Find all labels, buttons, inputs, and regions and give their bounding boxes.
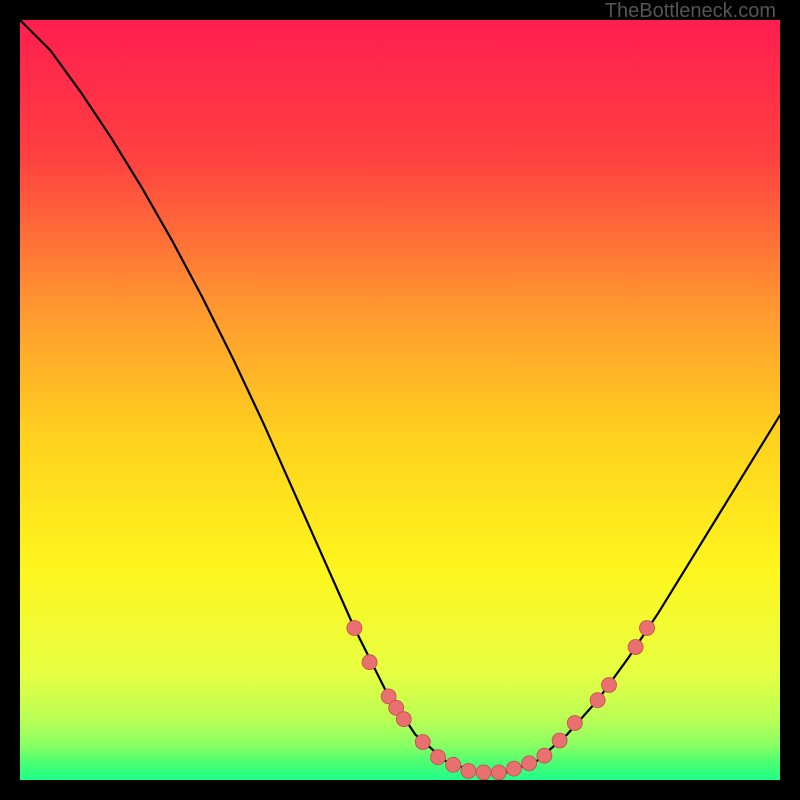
chart-marker [347,621,362,636]
chart-marker [461,763,476,778]
chart-marker [415,735,430,750]
chart-marker [507,761,522,776]
chart-plot-area [20,20,780,780]
chart-background [20,20,780,780]
chart-marker [491,765,506,780]
chart-marker [628,640,643,655]
chart-marker [431,750,446,765]
chart-marker [476,765,491,780]
chart-marker [522,756,537,771]
chart-marker [362,655,377,670]
chart-marker [537,748,552,763]
chart-marker [396,712,411,727]
chart-marker [567,716,582,731]
chart-marker [446,757,461,772]
chart-marker [552,733,567,748]
chart-marker [590,693,605,708]
chart-svg [20,20,780,780]
chart-marker [602,678,617,693]
chart-marker [640,621,655,636]
